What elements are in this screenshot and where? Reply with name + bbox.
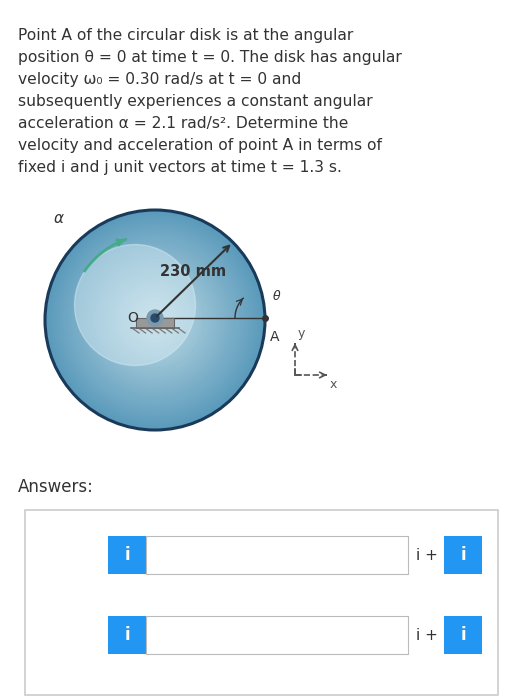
Text: i +: i + [416,547,438,563]
Text: Answers:: Answers: [18,478,94,496]
Circle shape [95,260,215,381]
Circle shape [117,281,194,358]
Text: acceleration α = 2.1 rad/s². Determine the: acceleration α = 2.1 rad/s². Determine t… [18,116,348,131]
Circle shape [108,273,202,367]
Text: i: i [124,626,130,644]
Circle shape [111,276,199,364]
Circle shape [103,267,207,372]
Circle shape [45,210,265,430]
Circle shape [48,213,262,427]
Text: v: v [45,546,55,564]
Circle shape [106,270,204,370]
Text: α: α [53,211,63,226]
Text: velocity ω₀ = 0.30 rad/s at t = 0 and: velocity ω₀ = 0.30 rad/s at t = 0 and [18,72,301,87]
Circle shape [64,230,246,411]
Circle shape [67,232,243,408]
Circle shape [97,262,213,378]
Circle shape [125,290,185,350]
Circle shape [86,251,224,388]
Circle shape [78,243,232,397]
Circle shape [59,224,251,416]
Circle shape [53,218,257,421]
Circle shape [113,279,196,361]
Text: i: i [124,546,130,564]
Text: i: i [460,626,466,644]
Bar [25,510,498,695]
Circle shape [133,298,177,342]
Text: x: x [330,378,337,391]
Text: 230 mm: 230 mm [160,265,226,279]
Bar [146,616,408,654]
Circle shape [75,240,235,400]
Text: y: y [298,327,305,340]
Text: A: A [270,330,279,344]
Text: =: = [80,626,94,644]
Circle shape [81,246,229,394]
Circle shape [136,301,174,340]
Circle shape [89,254,221,386]
Circle shape [147,312,163,328]
Circle shape [122,287,188,353]
Text: i: i [460,546,466,564]
Text: A: A [54,554,62,564]
Text: O: O [128,311,139,325]
Text: θ: θ [273,290,281,302]
Text: =: = [80,546,94,564]
Text: subsequently experiences a constant angular: subsequently experiences a constant angu… [18,94,372,109]
Text: (: ( [97,625,105,645]
Bar [108,616,146,654]
Bar [444,536,482,574]
Circle shape [84,248,226,391]
Circle shape [74,244,196,365]
Circle shape [56,221,254,419]
Text: position θ = 0 at time t = 0. The disk has angular: position θ = 0 at time t = 0. The disk h… [18,50,402,65]
Circle shape [70,234,240,405]
Circle shape [92,257,218,384]
Text: Point A of the circular disk is at the angular: Point A of the circular disk is at the a… [18,28,353,43]
Circle shape [128,293,183,347]
Circle shape [141,307,169,334]
Bar [136,318,174,328]
Bar [108,536,146,574]
Circle shape [73,237,237,402]
Circle shape [152,317,158,323]
Text: (: ( [97,545,105,565]
Text: i +: i + [416,627,438,643]
Circle shape [151,314,159,322]
Text: a: a [45,626,58,645]
Bar [146,536,408,574]
Bar [444,616,482,654]
Text: velocity and acceleration of point A in terms of: velocity and acceleration of point A in … [18,138,382,153]
Circle shape [130,295,180,345]
Circle shape [139,304,172,337]
Circle shape [150,314,161,326]
Text: A: A [55,634,65,647]
Circle shape [100,265,210,375]
Circle shape [144,309,166,331]
Circle shape [119,284,191,356]
Circle shape [62,227,248,414]
Circle shape [51,216,259,424]
Text: fixed i and j unit vectors at time t = 1.3 s.: fixed i and j unit vectors at time t = 1… [18,160,342,175]
Circle shape [147,310,163,326]
